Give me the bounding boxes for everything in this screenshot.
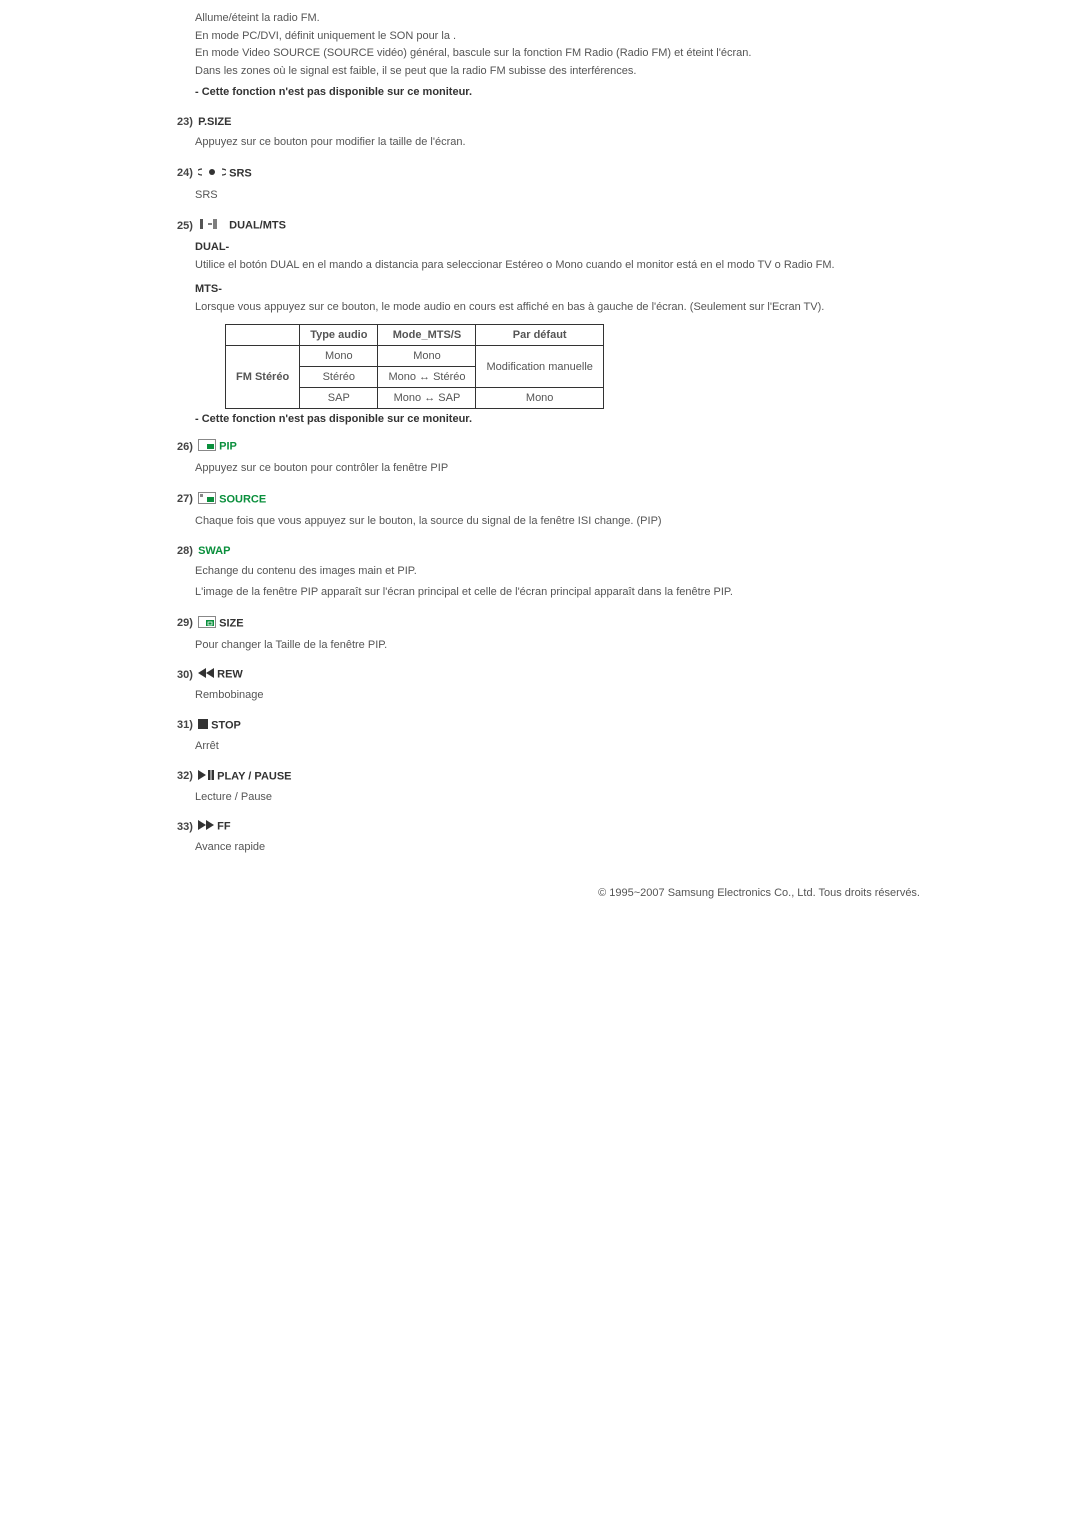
item-25-num: 25) (177, 220, 195, 232)
item-30-desc: Rembobinage (195, 687, 980, 705)
item-28-header: 28) SWAP (195, 545, 980, 557)
mts-label: MTS- (195, 283, 980, 295)
r3c2: Mono ↔ SAP (378, 388, 476, 409)
intro-line3: En mode Video SOURCE (SOURCE vidéo) géné… (195, 45, 980, 63)
item-26-desc: Appuyez sur ce bouton pour contrôler la … (195, 460, 980, 478)
item-23-num: 23) (177, 116, 195, 128)
item-29-num: 29) (177, 617, 195, 629)
intro-note: - Cette fonction n'est pas disponible su… (195, 84, 980, 102)
item-23-header: 23) P.SIZE (195, 116, 980, 128)
item-24-num: 24) (177, 167, 195, 179)
item-28-title: SWAP (198, 545, 230, 557)
item-30-header: 30) REW (195, 668, 980, 681)
item-33-title: FF (217, 821, 230, 833)
item-31-title: STOP (211, 719, 241, 731)
item-26-num: 26) (177, 441, 195, 453)
item-32-title: PLAY / PAUSE (217, 770, 291, 782)
item-24-title: SRS (229, 167, 252, 179)
item-26-title: PIP (219, 441, 237, 453)
intro-line4: Dans les zones où le signal est faible, … (195, 63, 980, 81)
r3c3: Mono (476, 388, 603, 409)
th-mode: Mode_MTS/S (378, 325, 476, 346)
play-pause-icon (198, 770, 214, 783)
item-32-header: 32) PLAY / PAUSE (195, 770, 980, 783)
item-25-header: 25) DUAL/MTS (195, 218, 980, 233)
item-29-title: SIZE (219, 617, 243, 629)
item-23-desc: Appuyez sur ce bouton pour modifier la t… (195, 134, 980, 152)
srs-icon (198, 166, 226, 181)
item-33-desc: Avance rapide (195, 839, 980, 857)
footer-copyright: © 1995~2007 Samsung Electronics Co., Ltd… (0, 887, 1080, 899)
item-30-num: 30) (177, 669, 195, 681)
dual-desc: Utilice el botón DUAL en el mando a dist… (195, 257, 980, 275)
dual-label: DUAL- (195, 241, 980, 253)
item-24-desc: SRS (195, 187, 980, 205)
pip-icon (198, 439, 216, 454)
r1c1: Mono (300, 346, 378, 367)
item-26-header: 26) PIP (195, 439, 980, 454)
item-24-header: 24) SRS (195, 166, 980, 181)
r1c2: Mono (378, 346, 476, 367)
th-type: Type audio (300, 325, 378, 346)
stop-icon (198, 719, 208, 732)
dual-icon (198, 218, 226, 233)
item-30-title: REW (217, 669, 243, 681)
item-31-desc: Arrêt (195, 738, 980, 756)
intro-block: Allume/éteint la radio FM. En mode PC/DV… (195, 10, 980, 102)
r3c1: SAP (300, 388, 378, 409)
th-default: Par défaut (476, 325, 603, 346)
size-icon (198, 616, 216, 631)
item-31-num: 31) (177, 719, 195, 731)
row-head: FM Stéréo (226, 346, 300, 409)
item-28-desc1: Echange du contenu des images main et PI… (195, 563, 980, 581)
source-icon (198, 492, 216, 507)
intro-line1: Allume/éteint la radio FM. (195, 10, 980, 28)
item-27-title: SOURCE (219, 493, 266, 505)
item-32-num: 32) (177, 770, 195, 782)
item-23-title: P.SIZE (198, 116, 231, 128)
item-27-num: 27) (177, 493, 195, 505)
item-27-desc: Chaque fois que vous appuyez sur le bout… (195, 513, 980, 531)
intro-line2: En mode PC/DVI, définit uniquement le SO… (195, 28, 980, 46)
r1c3: Modification manuelle (476, 346, 603, 388)
item-29-header: 29) SIZE (195, 616, 980, 631)
mts-desc: Lorsque vous appuyez sur ce bouton, le m… (195, 299, 980, 317)
rewind-icon (198, 668, 214, 681)
r2c2: Mono ↔ Stéréo (378, 367, 476, 388)
item-32-desc: Lecture / Pause (195, 789, 980, 807)
item-25-note: - Cette fonction n'est pas disponible su… (195, 413, 980, 425)
fast-forward-icon (198, 820, 214, 833)
mts-table: Type audio Mode_MTS/S Par défaut FM Stér… (225, 324, 604, 409)
item-27-header: 27) SOURCE (195, 492, 980, 507)
th-blank (226, 325, 300, 346)
item-33-num: 33) (177, 821, 195, 833)
item-28-num: 28) (177, 545, 195, 557)
item-28-desc2: L'image de la fenêtre PIP apparaît sur l… (195, 584, 980, 602)
r2c1: Stéréo (300, 367, 378, 388)
item-33-header: 33) FF (195, 820, 980, 833)
content: Allume/éteint la radio FM. En mode PC/DV… (195, 0, 980, 857)
item-29-desc: Pour changer la Taille de la fenêtre PIP… (195, 637, 980, 655)
item-31-header: 31) STOP (195, 719, 980, 732)
item-25-title: DUAL/MTS (229, 220, 286, 232)
